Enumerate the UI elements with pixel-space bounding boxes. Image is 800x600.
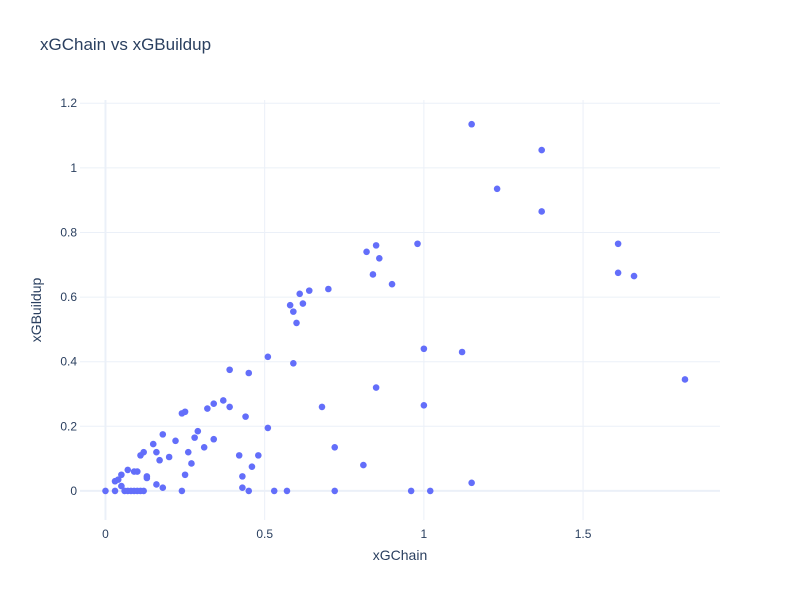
scatter-point[interactable]: [264, 424, 272, 432]
scatter-point[interactable]: [210, 435, 218, 443]
scatter-point[interactable]: [318, 403, 326, 411]
scatter-point[interactable]: [239, 473, 246, 480]
scatter-point[interactable]: [242, 413, 249, 420]
y-tick-label: 0: [70, 484, 77, 498]
scatter-point[interactable]: [420, 402, 428, 409]
scatter-point[interactable]: [360, 461, 367, 469]
scatter-point[interactable]: [156, 456, 163, 464]
x-axis-title: xGChain: [373, 547, 427, 563]
scatter-point[interactable]: [296, 290, 304, 298]
x-tick-label: 0.5: [256, 527, 273, 541]
scatter-point[interactable]: [305, 287, 313, 294]
scatter-point[interactable]: [538, 146, 545, 154]
scatter-point[interactable]: [290, 308, 297, 315]
y-tick-label: 1: [70, 161, 77, 175]
scatter-point[interactable]: [159, 431, 167, 438]
scatter-point[interactable]: [614, 269, 622, 277]
y-tick-label: 0.2: [60, 419, 77, 433]
scatter-point[interactable]: [372, 384, 380, 391]
scatter-point[interactable]: [172, 437, 179, 445]
scatter-point[interactable]: [111, 487, 119, 495]
y-axis-ticks: 0 0.2 0.4 0.6 0.8 1 1.2: [60, 96, 77, 498]
scatter-point[interactable]: [153, 481, 160, 488]
scatter-point[interactable]: [178, 487, 186, 495]
scatter-point[interactable]: [388, 280, 396, 288]
scatter-point[interactable]: [283, 487, 291, 495]
scatter-point[interactable]: [681, 376, 689, 383]
chart-title: xGChain vs xGBuildup: [40, 35, 211, 54]
scatter-point[interactable]: [219, 397, 227, 404]
scatter-point[interactable]: [140, 487, 147, 495]
scatter-point[interactable]: [248, 463, 256, 470]
scatter-point[interactable]: [458, 348, 466, 356]
scatter-point[interactable]: [239, 484, 246, 491]
scatter-point[interactable]: [264, 353, 272, 361]
scatter-point[interactable]: [184, 448, 192, 456]
scatter-point[interactable]: [191, 434, 198, 441]
scatter-point[interactable]: [226, 366, 233, 374]
y-tick-label: 0.6: [60, 290, 77, 304]
scatter-point[interactable]: [299, 300, 307, 307]
y-tick-label: 1.2: [60, 96, 77, 110]
scatter-point[interactable]: [124, 466, 132, 474]
scatter-point[interactable]: [143, 474, 151, 482]
x-tick-label: 0: [102, 527, 109, 541]
y-tick-label: 0.8: [60, 225, 77, 239]
scatter-point[interactable]: [149, 440, 157, 448]
scatter-point[interactable]: [407, 487, 415, 495]
y-tick-label: 0.4: [60, 355, 77, 369]
scatter-point[interactable]: [468, 120, 475, 128]
scatter-point[interactable]: [538, 208, 545, 215]
x-axis-ticks: 0 0.5 1 1.5: [102, 527, 592, 541]
scatter-point[interactable]: [414, 240, 421, 248]
scatter-point[interactable]: [153, 448, 160, 456]
scatter-point[interactable]: [235, 452, 243, 459]
data-points: [102, 120, 689, 495]
scatter-point[interactable]: [290, 360, 297, 367]
scatter-point[interactable]: [226, 403, 233, 411]
scatter-point[interactable]: [159, 484, 167, 491]
scatter-point[interactable]: [630, 272, 638, 280]
scatter-point[interactable]: [204, 405, 211, 412]
scatter-point[interactable]: [468, 479, 475, 487]
scatter-point[interactable]: [493, 185, 501, 193]
scatter-point[interactable]: [181, 408, 189, 416]
scatter-point[interactable]: [614, 240, 622, 248]
scatter-point[interactable]: [376, 255, 383, 262]
scatter-point[interactable]: [165, 453, 173, 461]
scatter-point[interactable]: [420, 345, 428, 353]
scatter-point[interactable]: [270, 487, 278, 495]
scatter-point[interactable]: [140, 448, 147, 456]
scatter-point[interactable]: [118, 482, 125, 490]
x-tick-label: 1: [421, 527, 428, 541]
scatter-point[interactable]: [325, 285, 332, 293]
scatter-point[interactable]: [286, 301, 294, 309]
scatter-point[interactable]: [255, 452, 262, 459]
scatter-point[interactable]: [369, 271, 377, 278]
scatter-point[interactable]: [372, 242, 380, 249]
scatter-point[interactable]: [102, 487, 109, 495]
scatter-point[interactable]: [181, 471, 189, 479]
scatter-point[interactable]: [188, 460, 195, 467]
scatter-point[interactable]: [293, 319, 300, 327]
scatter-point[interactable]: [331, 487, 339, 495]
scatter-point[interactable]: [134, 468, 141, 475]
grid-lines: [80, 100, 720, 520]
scatter-point[interactable]: [245, 369, 253, 377]
scatter-point[interactable]: [118, 471, 125, 479]
scatter-point[interactable]: [426, 487, 434, 495]
scatter-point[interactable]: [200, 444, 208, 451]
scatter-point[interactable]: [114, 476, 122, 483]
y-axis-title: xGBuildup: [28, 277, 44, 342]
scatter-point[interactable]: [210, 400, 218, 407]
scatter-point[interactable]: [331, 444, 339, 451]
x-tick-label: 1.5: [575, 527, 592, 541]
scatter-point[interactable]: [245, 487, 253, 495]
scatter-point[interactable]: [194, 427, 202, 435]
scatter-point[interactable]: [363, 248, 370, 256]
